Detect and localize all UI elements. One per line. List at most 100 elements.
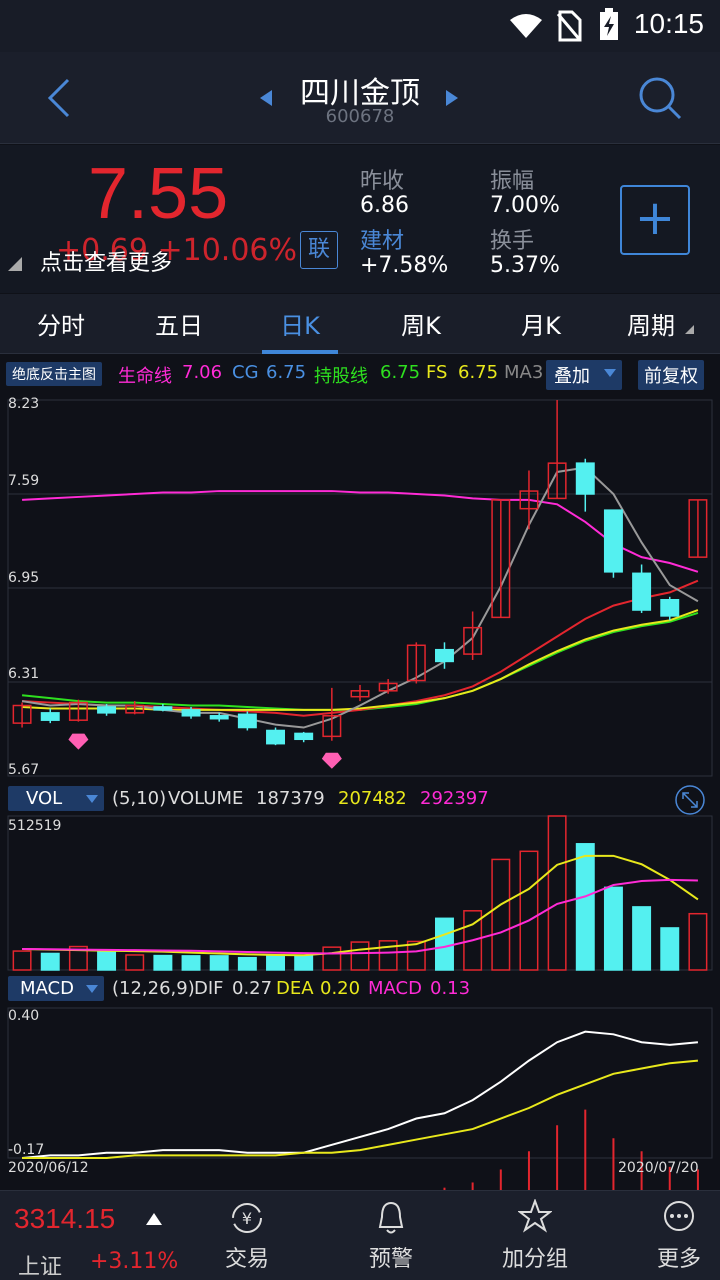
macd-chip-label: MACD	[20, 978, 74, 999]
adjust-button[interactable]: 前复权	[638, 360, 704, 390]
cg-label: CG	[232, 362, 259, 383]
candle-body	[153, 706, 173, 711]
index-change: +3.11%	[90, 1249, 179, 1274]
overlay-dropdown[interactable]: 叠加	[546, 360, 622, 390]
bottom-bar: 3314.15 上证 +3.11% ¥ 交易 预警 加分组 更多	[0, 1190, 720, 1280]
macd-params: (12,26,9)	[112, 978, 195, 999]
macd-header: MACD (12,26,9) DIF 0.27 DEA 0.20 MACD 0.…	[0, 974, 720, 1006]
volume-header: VOL (5,10) VOLUME 187379 207482 292397	[0, 784, 720, 816]
related-button[interactable]: 联	[300, 231, 338, 269]
volume-ma10: 292397	[420, 788, 489, 809]
period-tabs: 分时 五日 日K 周K 月K 周期	[0, 294, 720, 354]
candle-body	[294, 732, 314, 741]
nav-more[interactable]: 更多	[624, 1191, 720, 1273]
candle-body	[575, 462, 595, 495]
volume-bar	[237, 956, 257, 971]
corner-triangle-icon	[8, 257, 22, 271]
main-indicator-chip[interactable]: 绝底反击主图	[6, 362, 102, 386]
dif-series	[21, 1030, 699, 1159]
kline-chart	[7, 399, 713, 777]
yuan-cycle-icon: ¥	[232, 1203, 262, 1233]
candle-body	[435, 648, 454, 663]
dif-value: 0.27	[232, 978, 273, 999]
add-watchlist-button[interactable]: +	[620, 185, 690, 255]
nav-add-group[interactable]: 加分组	[480, 1191, 590, 1273]
nav-label: 预警	[368, 1247, 413, 1272]
volume-params: (5,10)	[112, 788, 167, 809]
dea-label: DEA	[276, 978, 314, 999]
chart-area[interactable]	[0, 390, 720, 1190]
active-tab-underline	[262, 350, 338, 354]
index-name: 上证	[18, 1255, 63, 1280]
sector-label[interactable]: 建材	[360, 229, 405, 254]
volume-bar	[153, 954, 173, 971]
candle-body	[463, 626, 483, 655]
candle-body	[266, 729, 285, 745]
stock-code: 600678	[325, 106, 395, 127]
stat-label: 昨收	[360, 169, 405, 194]
tab-period[interactable]: 周期	[627, 312, 675, 340]
volume-bar	[322, 946, 342, 971]
macd-value: 0.13	[430, 978, 471, 999]
back-arrow-icon[interactable]	[44, 78, 74, 118]
nav-alert[interactable]: 预警	[336, 1191, 446, 1273]
volume-max-label: 512519	[8, 818, 62, 834]
candle-body	[378, 682, 398, 692]
volume-bar	[294, 954, 314, 971]
price-change: +0.69 +10.06%	[56, 233, 297, 268]
candle-body	[209, 715, 229, 720]
volume-bar	[125, 954, 145, 971]
index-value[interactable]: 3314.15	[14, 1203, 116, 1234]
macd-max-label: 0.40	[8, 1008, 40, 1024]
volume-bar	[632, 906, 652, 971]
volume-bar	[406, 940, 426, 971]
stat-value: 6.86	[360, 193, 409, 218]
candle-body	[547, 462, 567, 500]
stat-label: 振幅	[490, 169, 535, 194]
expand-icon[interactable]	[674, 784, 706, 816]
diamond-signal-icon	[68, 733, 89, 750]
candle-body	[12, 704, 32, 724]
macd-dropdown[interactable]: MACD	[8, 976, 104, 1001]
up-triangle-icon	[146, 1213, 162, 1225]
dropdown-arrow-icon	[86, 795, 98, 803]
stat-value: 5.37%	[490, 253, 560, 278]
dea-series	[22, 1059, 699, 1159]
diamond-signal-icon	[321, 752, 342, 769]
candle-body	[660, 599, 680, 617]
volume-bar	[12, 950, 32, 971]
cg-value: 6.75	[266, 362, 307, 383]
see-more-tip[interactable]: 点击查看更多	[40, 251, 173, 276]
more-icon	[664, 1201, 694, 1231]
volume-dropdown[interactable]: VOL	[8, 786, 104, 811]
y-tick-label: 6.31	[8, 666, 40, 682]
hold-line-value: 6.75	[380, 362, 421, 383]
search-icon[interactable]	[636, 74, 684, 122]
status-bar: 10:15	[0, 0, 720, 52]
next-stock-icon[interactable]	[444, 88, 460, 108]
candle-body	[491, 499, 511, 619]
candle-body	[688, 499, 708, 558]
date-end-label: 2020/07/20	[618, 1160, 699, 1176]
fs-value: 6.75	[458, 362, 499, 383]
nav-label: 交易	[224, 1247, 269, 1272]
star-icon	[518, 1199, 552, 1233]
no-sim-icon	[556, 10, 582, 42]
tab-daily-k[interactable]: 日K	[280, 312, 320, 340]
candle-body	[519, 490, 539, 510]
dropdown-corner-icon	[685, 325, 694, 334]
stat-label: 换手	[490, 229, 535, 254]
tab-weekly-k[interactable]: 周K	[401, 312, 441, 340]
tab-five-day[interactable]: 五日	[155, 312, 203, 340]
wifi-icon	[510, 14, 542, 38]
prev-stock-icon[interactable]	[258, 88, 274, 108]
tab-intraday[interactable]: 分时	[37, 312, 85, 340]
nav-trade[interactable]: ¥ 交易	[192, 1191, 302, 1273]
y-tick-label: 6.95	[8, 570, 40, 586]
nav-label: 更多	[656, 1247, 701, 1272]
stat-value: +7.58%	[360, 253, 449, 278]
tab-monthly-k[interactable]: 月K	[521, 312, 561, 340]
bell-icon	[378, 1201, 404, 1234]
candle-body	[632, 572, 652, 611]
lifeline-value: 7.06	[182, 362, 223, 383]
